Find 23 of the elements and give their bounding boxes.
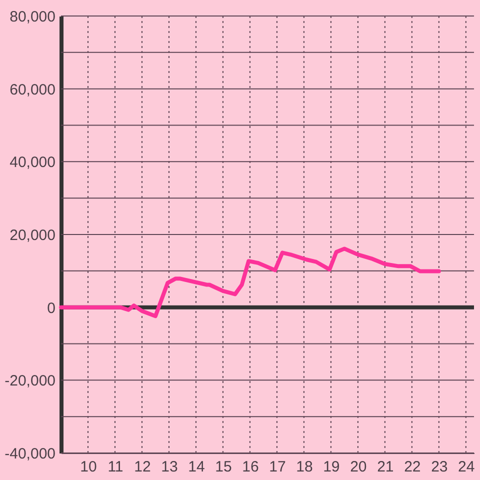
x-tick-label: 10 — [80, 458, 97, 476]
x-tick-label: 11 — [108, 458, 124, 476]
y-tick-label: 60,000 — [10, 81, 56, 98]
y-tick-label: 20,000 — [10, 227, 56, 244]
x-tick-label: 24 — [458, 458, 475, 476]
x-tick-label: 19 — [323, 458, 340, 476]
x-tick-label: 20 — [350, 458, 367, 476]
x-tick-label: 13 — [161, 458, 178, 476]
y-tick-label: 0 — [47, 300, 56, 317]
x-tick-label: 18 — [296, 458, 313, 476]
x-tick-label: 14 — [188, 458, 205, 476]
x-tick-label: 21 — [377, 458, 394, 476]
y-tick-label: -20,000 — [4, 372, 56, 390]
y-tick-label: 40,000 — [10, 154, 56, 172]
x-tick-label: 23 — [431, 458, 448, 476]
x-tick-label: 15 — [215, 458, 232, 476]
y-tick-label: 80,000 — [10, 8, 56, 26]
x-tick-label: 22 — [404, 458, 421, 476]
x-tick-label: 17 — [269, 458, 286, 476]
y-tick-label: -40,000 — [4, 446, 56, 462]
line-series — [59, 246, 441, 318]
x-tick-label: 16 — [242, 458, 259, 476]
x-tick-label: 12 — [134, 458, 151, 476]
